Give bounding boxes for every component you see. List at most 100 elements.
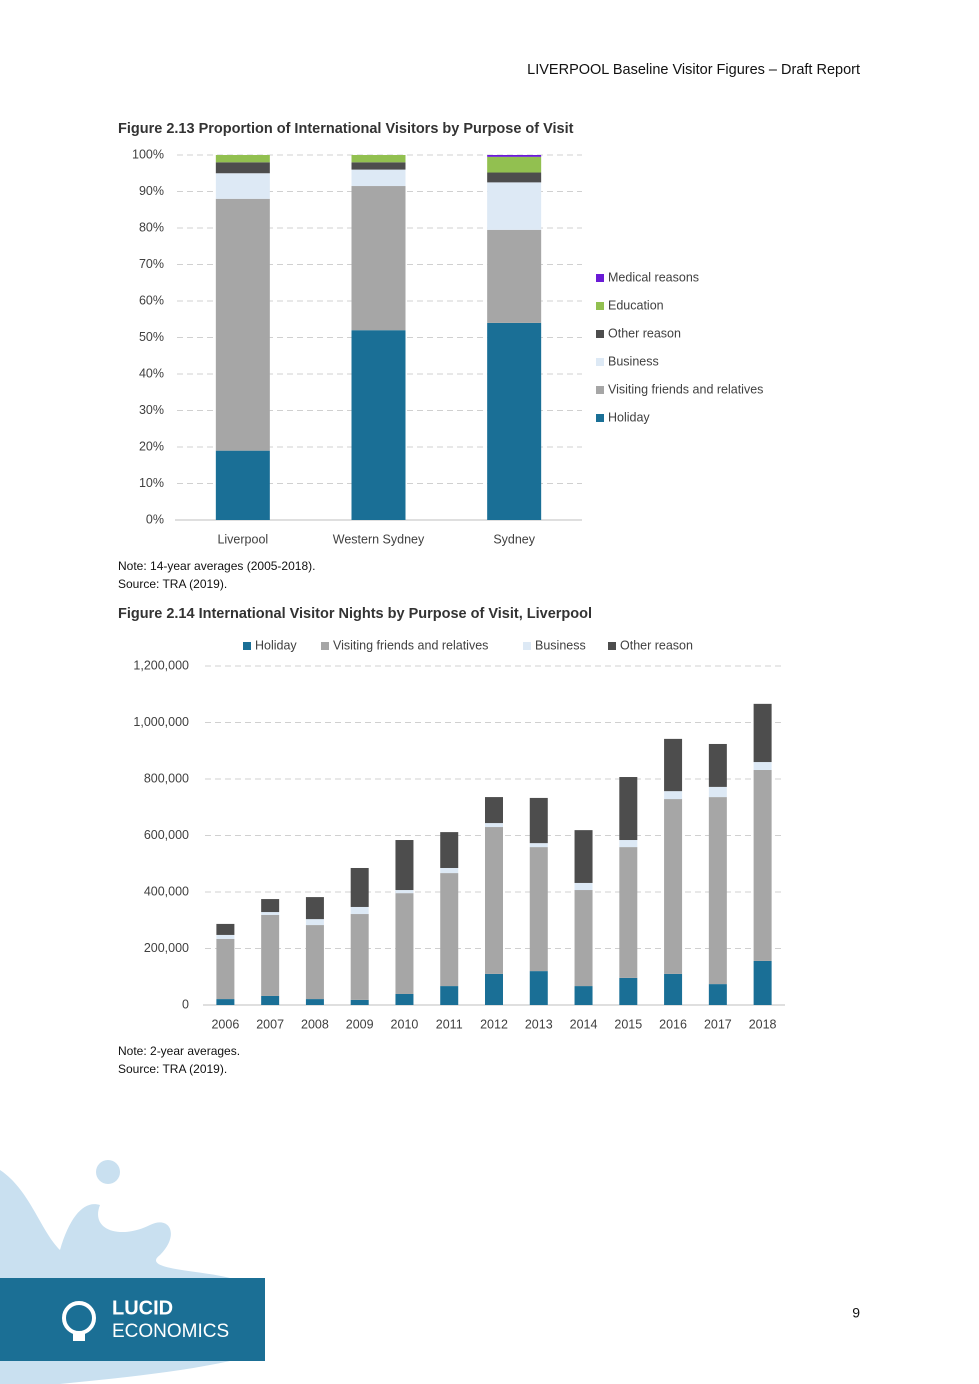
x-tick-label: 2009 bbox=[346, 1017, 374, 1031]
splash-drop bbox=[96, 1160, 120, 1184]
bar-segment bbox=[487, 229, 542, 323]
x-tick-label: 2015 bbox=[614, 1017, 642, 1031]
x-tick-label: Western Sydney bbox=[333, 532, 425, 546]
x-tick-label: Liverpool bbox=[217, 532, 268, 546]
legend-label: Holiday bbox=[255, 638, 297, 652]
bar-segment bbox=[261, 914, 280, 996]
x-tick-label: 2017 bbox=[704, 1017, 732, 1031]
bulb-base bbox=[73, 1333, 85, 1341]
x-tick-label: 2016 bbox=[659, 1017, 687, 1031]
splash bbox=[0, 1170, 230, 1278]
x-tick-label: 2013 bbox=[525, 1017, 553, 1031]
bar-segment bbox=[350, 999, 369, 1005]
legend-swatch bbox=[596, 302, 604, 310]
bar-segment bbox=[395, 993, 414, 1005]
y-tick-label: 80% bbox=[139, 220, 164, 234]
source: Source: TRA (2019). bbox=[118, 577, 227, 591]
y-tick-label: 800,000 bbox=[144, 771, 189, 785]
bar-segment bbox=[664, 799, 683, 974]
bar-segment bbox=[753, 703, 772, 763]
bar-segment bbox=[619, 977, 638, 1005]
y-tick-label: 90% bbox=[139, 184, 164, 198]
legend-label: Business bbox=[608, 354, 659, 368]
bar-segment bbox=[487, 155, 542, 157]
x-tick-label: Sydney bbox=[493, 532, 535, 546]
y-tick-label: 50% bbox=[139, 330, 164, 344]
x-tick-label: 2018 bbox=[749, 1017, 777, 1031]
x-tick-label: 2014 bbox=[570, 1017, 598, 1031]
x-tick-label: 2008 bbox=[301, 1017, 329, 1031]
bar-segment bbox=[440, 867, 459, 874]
bar-segment bbox=[305, 925, 324, 1000]
bar-segment bbox=[753, 769, 772, 961]
bar-segment bbox=[753, 960, 772, 1005]
bar-segment bbox=[350, 906, 369, 915]
bar-segment bbox=[395, 840, 414, 891]
logo: LUCID ECONOMICS bbox=[0, 1160, 265, 1384]
note: Note: 2-year averages. bbox=[118, 1044, 240, 1058]
bar-segment bbox=[753, 762, 772, 770]
y-tick-label: 0% bbox=[146, 512, 164, 526]
y-tick-label: 60% bbox=[139, 293, 164, 307]
bar-segment bbox=[487, 182, 542, 230]
bar-segment bbox=[261, 995, 280, 1005]
bar-segment bbox=[664, 791, 683, 800]
y-tick-label: 400,000 bbox=[144, 884, 189, 898]
x-tick-label: 2011 bbox=[436, 1017, 463, 1031]
bar-segment bbox=[487, 156, 542, 173]
y-tick-label: 100% bbox=[132, 147, 164, 161]
bar-segment bbox=[485, 973, 503, 1005]
y-tick-label: 1,200,000 bbox=[133, 658, 189, 672]
bar-segment bbox=[440, 873, 459, 987]
page-number: 9 bbox=[852, 1305, 860, 1321]
y-tick-label: 200,000 bbox=[144, 941, 189, 955]
bar-segment bbox=[440, 832, 459, 868]
bar-segment bbox=[351, 155, 406, 163]
bar-segment bbox=[708, 743, 727, 787]
bar-segment bbox=[529, 797, 548, 844]
legend-swatch bbox=[321, 642, 329, 650]
bar-segment bbox=[619, 777, 638, 841]
bar-segment bbox=[305, 919, 324, 926]
bar-segment bbox=[215, 450, 270, 520]
bar-segment bbox=[485, 797, 503, 824]
y-tick-label: 1,000,000 bbox=[133, 715, 189, 729]
bar-segment bbox=[664, 738, 683, 792]
legend-label: Other reason bbox=[620, 638, 693, 652]
bar-segment bbox=[350, 867, 369, 907]
bar-segment bbox=[485, 823, 503, 828]
y-tick-label: 0 bbox=[182, 997, 189, 1011]
bar-segment bbox=[350, 914, 369, 1000]
y-tick-label: 40% bbox=[139, 366, 164, 380]
chart-title: Figure 2.13 Proportion of International … bbox=[118, 121, 574, 137]
legend-swatch bbox=[596, 414, 604, 422]
bar-segment bbox=[395, 890, 414, 894]
bar-segment bbox=[574, 986, 593, 1005]
logo-text: ECONOMICS bbox=[112, 1321, 229, 1342]
bar-segment bbox=[708, 984, 727, 1005]
bar-segment bbox=[216, 999, 235, 1005]
legend-label: Other reason bbox=[608, 326, 681, 340]
bar-segment bbox=[708, 786, 727, 798]
bar-segment bbox=[574, 830, 593, 883]
legend-swatch bbox=[523, 642, 531, 650]
bar-segment bbox=[216, 923, 235, 935]
bar-segment bbox=[216, 934, 235, 939]
source: Source: TRA (2019). bbox=[118, 1062, 227, 1076]
legend-swatch bbox=[596, 330, 604, 338]
logo-text: LUCID bbox=[112, 1297, 173, 1319]
bar-segment bbox=[215, 198, 270, 451]
legend-label: Business bbox=[535, 638, 586, 652]
x-tick-label: 2007 bbox=[256, 1017, 284, 1031]
bar-segment bbox=[664, 973, 683, 1005]
bar-segment bbox=[529, 971, 548, 1005]
bar-segment bbox=[487, 172, 542, 183]
bar-segment bbox=[351, 330, 406, 520]
legend-label: Visiting friends and relatives bbox=[608, 382, 763, 396]
bar-segment bbox=[619, 847, 638, 978]
y-tick-label: 70% bbox=[139, 257, 164, 271]
bar-segment bbox=[529, 843, 548, 848]
legend-swatch bbox=[608, 642, 616, 650]
bar-segment bbox=[305, 999, 324, 1005]
